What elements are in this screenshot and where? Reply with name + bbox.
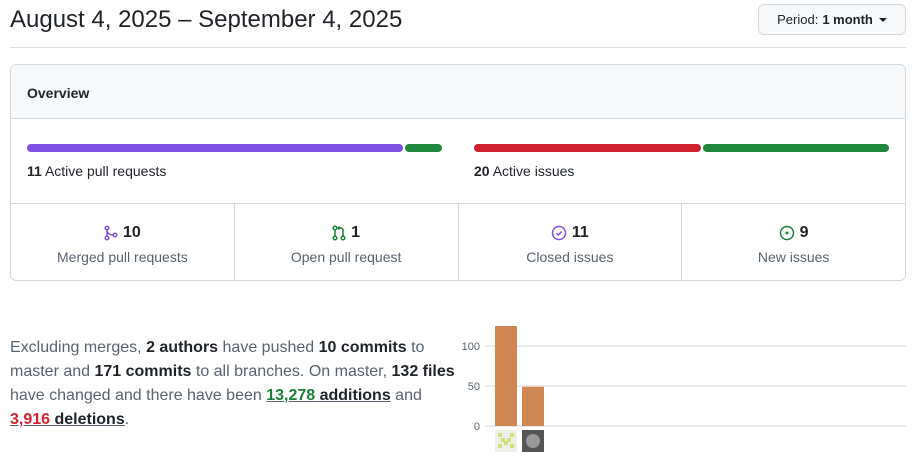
new-segment bbox=[703, 144, 889, 152]
stat-new-issues[interactable]: 9 New issues bbox=[682, 204, 905, 280]
pull-requests-progress bbox=[27, 144, 442, 152]
avatar-pixel bbox=[501, 438, 505, 442]
issue-closed-icon bbox=[551, 225, 567, 241]
y-tick-label: 50 bbox=[468, 381, 480, 393]
bar bbox=[522, 386, 544, 426]
stat-value: 10 bbox=[122, 224, 141, 241]
commits-by-author-chart: 0 50 100 bbox=[462, 326, 906, 452]
overview-title: Overview bbox=[11, 65, 905, 119]
issue-opened-icon bbox=[779, 225, 794, 241]
stat-open-pull-requests[interactable]: 1 Open pull request bbox=[235, 204, 459, 280]
stat-closed-issues[interactable]: 11 Closed issues bbox=[459, 204, 683, 280]
stat-label: Open pull request bbox=[290, 249, 402, 265]
period-label: Period: bbox=[777, 12, 819, 27]
issues-label: Active issues bbox=[492, 163, 575, 179]
stat-label: Merged pull requests bbox=[57, 249, 188, 265]
issues-progress bbox=[474, 144, 889, 152]
pr-count: 11 bbox=[27, 163, 42, 179]
git-pull-request-icon bbox=[332, 225, 346, 241]
stat-label: New issues bbox=[757, 249, 830, 265]
additions-link[interactable]: 13,278 additions bbox=[266, 387, 391, 404]
authors-count: 2 authors bbox=[146, 339, 219, 356]
pr-label: Active pull requests bbox=[44, 163, 167, 179]
period-value: 1 month bbox=[822, 12, 873, 27]
commit-summary: Excluding merges, 2 authors have pushed … bbox=[10, 339, 455, 428]
files-changed: 132 files bbox=[391, 363, 455, 380]
avatar-pixel bbox=[498, 433, 502, 437]
avatar-face bbox=[526, 434, 540, 448]
y-tick-label: 0 bbox=[474, 421, 480, 433]
git-merge-icon bbox=[104, 225, 118, 241]
page-title: August 4, 2025 – September 4, 2025 bbox=[10, 6, 403, 33]
active-issues-link[interactable]: 20 Active issues bbox=[474, 163, 574, 179]
stat-label: Closed issues bbox=[526, 249, 614, 265]
caret-down-icon bbox=[878, 17, 887, 22]
merged-segment bbox=[27, 144, 403, 152]
stat-merged-pull-requests[interactable]: 10 Merged pull requests bbox=[11, 204, 235, 280]
closed-segment bbox=[474, 144, 702, 152]
avatar-pixel bbox=[504, 441, 508, 445]
overview-panel: Overview 11 Active pull requests 20 Acti… bbox=[10, 64, 906, 281]
stat-value: 11 bbox=[571, 224, 589, 241]
master-commits: 10 commits bbox=[318, 339, 407, 356]
avatar-pixel bbox=[510, 444, 514, 448]
all-commits: 171 commits bbox=[94, 363, 192, 380]
avatar-pixel bbox=[507, 438, 511, 442]
active-pull-requests-link[interactable]: 11 Active pull requests bbox=[27, 163, 166, 179]
y-tick-label: 100 bbox=[462, 341, 480, 353]
deletions-link[interactable]: 3,916 deletions bbox=[10, 411, 125, 428]
avatar-pixel bbox=[510, 433, 514, 437]
stat-value: 9 bbox=[799, 224, 809, 241]
issues-count: 20 bbox=[474, 163, 490, 179]
stat-value: 1 bbox=[351, 224, 361, 241]
avatar-pixel bbox=[498, 444, 502, 448]
divider bbox=[10, 47, 906, 48]
period-dropdown[interactable]: Period: 1 month bbox=[758, 4, 906, 35]
bar bbox=[495, 326, 517, 426]
open-segment bbox=[404, 144, 442, 152]
